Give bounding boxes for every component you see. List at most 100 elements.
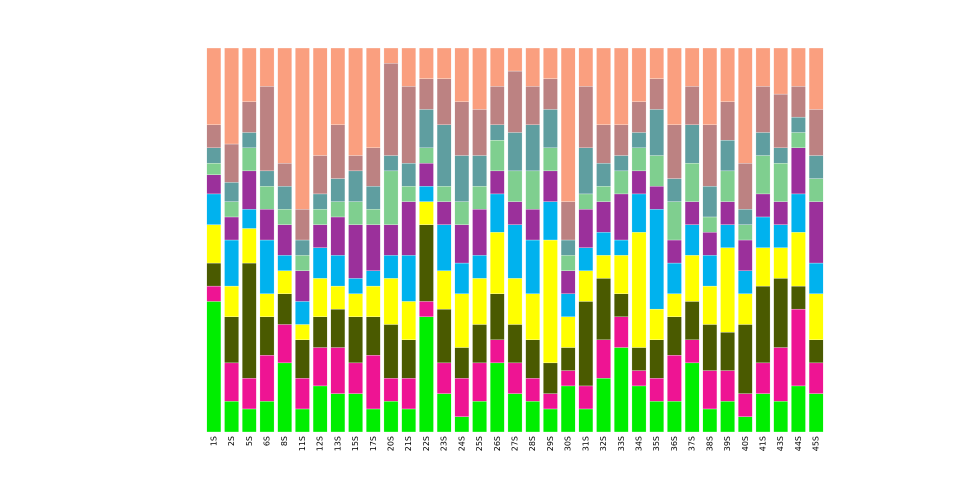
bar-segment xyxy=(667,178,682,202)
bar-segment xyxy=(419,201,434,225)
bar-segment xyxy=(791,116,806,133)
bar-segment xyxy=(242,101,257,133)
bar-segment xyxy=(312,278,328,317)
bar-segment xyxy=(791,285,806,310)
bar-segment xyxy=(614,293,629,317)
bar-segment xyxy=(295,209,310,241)
bar-segment xyxy=(667,124,682,179)
bar-segment xyxy=(224,285,239,317)
bar-segment xyxy=(738,324,753,394)
x-tick-label: 15S xyxy=(351,436,360,451)
bar-segment xyxy=(383,324,399,379)
bar-segment xyxy=(348,47,363,156)
bar-segment xyxy=(755,132,771,156)
bar-segment xyxy=(224,182,239,202)
bar-segment xyxy=(401,255,416,302)
bar-segment xyxy=(259,170,275,187)
x-tick-label: 37S xyxy=(688,436,697,451)
bar-segment xyxy=(543,109,558,148)
bar-segment xyxy=(277,224,292,256)
x-tick-label: 33S xyxy=(617,436,626,451)
bar-segment xyxy=(259,316,275,356)
bar-segment xyxy=(667,239,682,264)
bar-segment xyxy=(614,255,629,294)
bar-segment xyxy=(578,247,594,271)
bar-segment xyxy=(490,193,505,233)
bar-segment xyxy=(295,255,310,271)
bar-segment xyxy=(295,301,310,325)
x-tick-label: 8S xyxy=(280,436,289,446)
bar-segment xyxy=(578,301,594,387)
bar-segment xyxy=(755,285,771,364)
bar-segment xyxy=(419,109,434,148)
bar-segment xyxy=(472,278,487,325)
x-tick-label: 38S xyxy=(705,436,714,451)
bar-segment xyxy=(525,170,540,210)
bar-segment xyxy=(525,209,540,241)
bar-segment xyxy=(490,232,505,294)
bar-segment xyxy=(330,285,346,310)
bar-segment xyxy=(242,262,257,379)
bar-segment xyxy=(702,370,718,410)
bar-segment xyxy=(366,316,381,356)
bar-segment xyxy=(631,370,647,387)
bar-segment xyxy=(596,124,611,164)
bar-segment xyxy=(614,239,629,256)
bar-segment xyxy=(507,47,523,72)
bar-segment xyxy=(596,232,611,256)
x-tick-label: 44S xyxy=(794,436,803,451)
bar-segment xyxy=(560,347,576,371)
bar-segment xyxy=(330,347,346,394)
bar-segment xyxy=(631,385,647,433)
bar-segment xyxy=(312,47,328,156)
bar-segment xyxy=(596,186,611,202)
bar-segment xyxy=(738,209,753,225)
bar-segment xyxy=(808,262,824,294)
bar-segment xyxy=(419,224,434,302)
bar-segment xyxy=(383,278,399,325)
bar-segment xyxy=(596,378,611,433)
x-tick-label: 40S xyxy=(741,436,750,451)
bar-segment xyxy=(206,285,222,302)
bar-segment xyxy=(277,293,292,325)
x-tick-label: 31S xyxy=(581,436,590,451)
bar-segment xyxy=(383,170,399,225)
bar-segment xyxy=(312,347,328,387)
bar-segment xyxy=(490,140,505,172)
bar-segment xyxy=(366,224,381,271)
bar-segment xyxy=(277,209,292,225)
x-tick-label: 22S xyxy=(422,436,431,451)
bar-segment xyxy=(596,255,611,279)
x-tick-label: 21S xyxy=(404,436,413,451)
bar-segment xyxy=(277,362,292,433)
bar-segment xyxy=(791,193,806,233)
bar-segment xyxy=(631,347,647,371)
bar-segment xyxy=(259,239,275,294)
bar-segment xyxy=(330,124,346,179)
bar-segment xyxy=(560,316,576,348)
bar-segment xyxy=(490,124,505,141)
bar-segment xyxy=(401,47,416,87)
bar-segment xyxy=(773,93,788,148)
bar-segment xyxy=(472,155,487,187)
bar-segment xyxy=(295,324,310,340)
bar-segment xyxy=(667,293,682,317)
bar-segment xyxy=(525,86,540,125)
bar-segment xyxy=(702,232,718,256)
bar-segment xyxy=(366,47,381,148)
bar-segment xyxy=(507,170,523,202)
bar-segment xyxy=(684,301,700,340)
bar-segment xyxy=(560,385,576,433)
bar-segment xyxy=(348,393,363,433)
bar-segment xyxy=(454,416,470,433)
bar-segment xyxy=(507,324,523,364)
bar-segment xyxy=(525,124,540,172)
x-tick-label: 30S xyxy=(564,436,573,451)
bar-segment xyxy=(578,270,594,302)
bar-segment xyxy=(295,378,310,410)
bar-segment xyxy=(454,201,470,225)
bar-segment xyxy=(383,47,399,64)
bar-segment xyxy=(738,270,753,294)
bar-segment xyxy=(614,347,629,433)
bar-segment xyxy=(720,47,735,102)
